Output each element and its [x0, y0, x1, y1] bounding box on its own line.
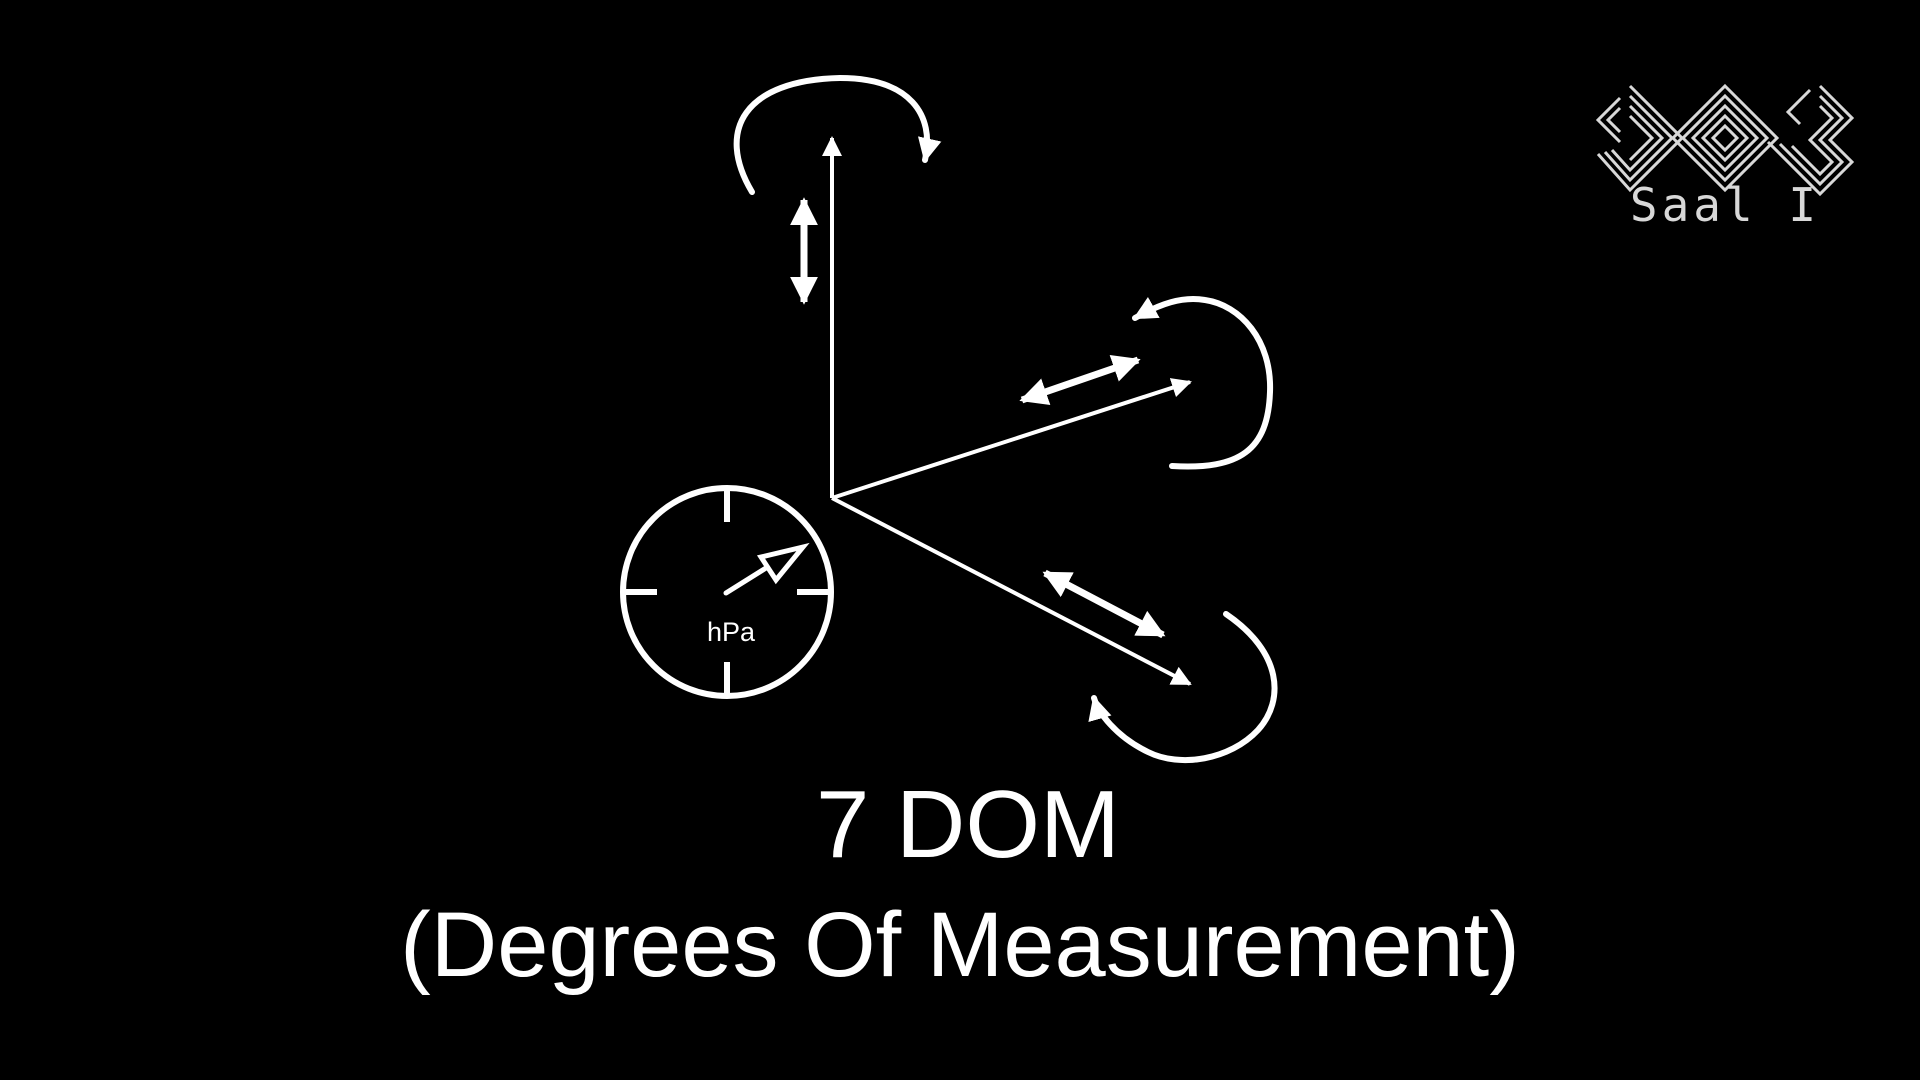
translation-y-arrow — [1022, 360, 1138, 400]
gauge-needle — [726, 568, 766, 593]
gauge-unit-label: hPa — [707, 617, 756, 647]
title-main: 7 DOM — [0, 770, 1920, 880]
axis-x — [832, 498, 1190, 684]
gauge-needle-head — [761, 547, 803, 580]
rotation-arrows — [737, 78, 1275, 760]
rotation-y-arrow — [1135, 299, 1270, 467]
title-subtitle: (Degrees Of Measurement) — [0, 890, 1920, 1000]
translation-arrows — [804, 200, 1163, 635]
translation-x-arrow — [1045, 573, 1163, 635]
pressure-gauge: hPa — [623, 488, 831, 696]
room-label: Saal I — [1590, 178, 1860, 232]
rotation-x-arrow — [1094, 614, 1275, 760]
axes — [832, 138, 1190, 684]
axis-y — [832, 382, 1190, 498]
